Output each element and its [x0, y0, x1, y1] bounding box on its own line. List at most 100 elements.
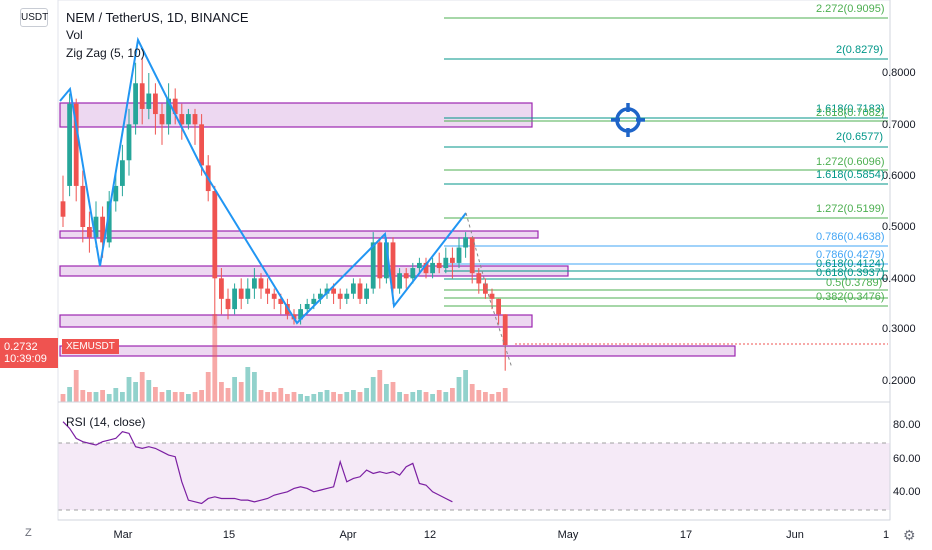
currency-button[interactable]: USDT: [20, 8, 48, 27]
current-price: 0.2732: [4, 341, 38, 353]
price-tick: 0.4000: [882, 273, 916, 285]
current-price-tag: 0.2732 10:39:09: [0, 338, 58, 368]
volume-bar: [186, 394, 191, 402]
volume-bar: [483, 392, 488, 402]
rsi-tick: 80.00: [893, 419, 921, 431]
fib-label: 2.618(0.7082): [816, 107, 885, 119]
volume-bar: [258, 390, 264, 402]
volume-bar: [502, 388, 508, 402]
candle-body: [456, 247, 462, 263]
candle-body: [410, 268, 416, 279]
volume-bar: [463, 370, 468, 402]
volume-bar: [93, 392, 99, 402]
volume-bar: [344, 392, 350, 402]
indicator-zigzag-label[interactable]: Zig Zag (5, 10): [66, 46, 145, 60]
volume-bar: [331, 392, 336, 402]
candle-body: [331, 288, 336, 294]
indicator-vol-label[interactable]: Vol: [66, 28, 83, 42]
volume-bar: [106, 394, 112, 402]
fib-label: 0.786(0.4638): [816, 231, 885, 243]
candle-body: [258, 278, 264, 289]
volume-bar: [304, 396, 310, 402]
candle-body: [443, 257, 449, 269]
volume-bar: [120, 392, 125, 402]
volume-bar: [410, 392, 416, 402]
candle-body: [60, 201, 66, 217]
candle-body: [463, 237, 468, 248]
volume-bar: [172, 392, 178, 402]
candle-body: [311, 298, 317, 304]
candle-body: [278, 298, 284, 304]
volume-bar: [252, 372, 257, 402]
price-tick: 0.2000: [882, 375, 916, 387]
volume-bar: [146, 380, 152, 402]
rsi-tick: 60.00: [893, 453, 921, 465]
volume-bar: [179, 392, 185, 402]
volume-bar: [80, 390, 86, 402]
candle-body: [476, 273, 482, 284]
candle-body: [489, 293, 495, 299]
price-tick: 0.6000: [882, 170, 916, 182]
candle-body: [172, 98, 178, 115]
candle-body: [73, 103, 79, 186]
volume-bar: [351, 390, 356, 402]
candle-body: [192, 114, 198, 125]
fib-label: 2.272(0.9095): [816, 3, 885, 15]
time-tick: Mar: [113, 529, 133, 541]
fib-label: 0.5(0.3789): [826, 277, 883, 289]
zoom-button[interactable]: Z: [25, 527, 32, 539]
price-tick: 0.7000: [882, 119, 916, 131]
volume-bar: [291, 392, 297, 402]
time-tick: 17: [679, 529, 693, 541]
volume-bar: [311, 394, 317, 402]
support-resistance-zone: [59, 102, 533, 128]
support-resistance-zone: [59, 230, 539, 239]
candle-body: [238, 288, 244, 299]
candle-body: [370, 242, 376, 289]
rsi-band: [58, 443, 890, 510]
candle-body: [265, 288, 270, 294]
volume-bar: [423, 392, 429, 402]
candle-body: [80, 185, 86, 227]
volume-bar: [403, 394, 409, 402]
candle-body: [430, 262, 435, 274]
rsi-label[interactable]: RSI (14, close): [66, 415, 146, 429]
candle-body: [423, 262, 429, 274]
candle-body: [146, 93, 152, 109]
volume-bar: [159, 392, 165, 402]
candle-body: [496, 298, 501, 315]
volume-bar: [225, 388, 231, 402]
volume-bar: [489, 394, 495, 402]
candle-body: [318, 293, 323, 299]
volume-bar: [245, 367, 251, 402]
volume-bar: [205, 372, 211, 402]
volume-bar: [298, 394, 303, 402]
volume-bar: [166, 390, 171, 402]
candle-body: [337, 293, 343, 299]
candle-body: [133, 83, 138, 125]
candle-body: [324, 288, 330, 294]
candle-body: [106, 201, 112, 243]
gear-icon[interactable]: ⚙: [903, 527, 916, 543]
volume-bar: [212, 314, 218, 402]
candle-body: [502, 314, 508, 346]
candle-body: [120, 160, 125, 186]
candle-body: [436, 262, 442, 269]
candle-body: [153, 93, 158, 115]
support-resistance-zone: [59, 345, 736, 357]
volume-bar: [456, 377, 462, 402]
volume-bar: [153, 387, 158, 402]
candle-body: [450, 257, 455, 263]
volume-bar: [496, 392, 501, 402]
crosshair-target-icon[interactable]: [611, 103, 645, 137]
candle-body: [232, 288, 237, 310]
volume-bar: [126, 377, 132, 402]
candle-body: [159, 114, 165, 125]
fib-label: 1.272(0.5199): [816, 203, 885, 215]
volume-bar: [443, 392, 449, 402]
volume-bar: [100, 390, 105, 402]
time-tick: 15: [222, 529, 236, 541]
volume-bar: [285, 394, 290, 402]
symbol-tag: XEMUSDT: [62, 339, 119, 354]
